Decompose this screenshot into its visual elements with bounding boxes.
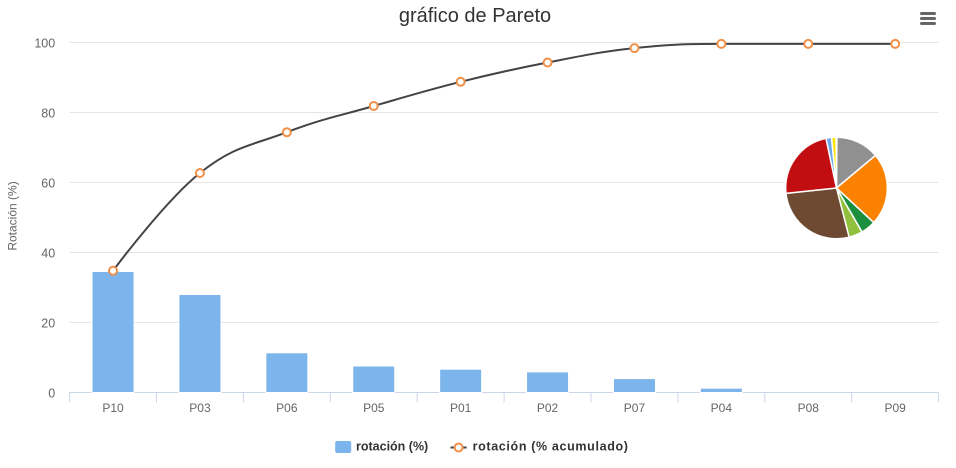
svg-text:P08: P08 <box>798 401 820 415</box>
svg-text:P02: P02 <box>537 401 559 415</box>
svg-text:P05: P05 <box>363 401 385 415</box>
svg-text:P07: P07 <box>624 401 646 415</box>
svg-text:rotación (% acumulado): rotación (% acumulado) <box>473 440 629 454</box>
svg-text:P04: P04 <box>711 401 733 415</box>
svg-text:rotación (%): rotación (%) <box>356 440 428 454</box>
svg-text:gráfico de Pareto: gráfico de Pareto <box>399 5 551 27</box>
svg-text:P01: P01 <box>450 401 472 415</box>
svg-text:Rotación (%): Rotación (%) <box>6 181 20 250</box>
svg-text:40: 40 <box>41 247 55 261</box>
svg-text:80: 80 <box>41 107 55 121</box>
svg-text:100: 100 <box>34 37 55 51</box>
svg-text:P10: P10 <box>102 401 124 415</box>
svg-text:60: 60 <box>41 177 55 191</box>
svg-text:20: 20 <box>41 317 55 331</box>
svg-text:P06: P06 <box>276 401 298 415</box>
svg-text:0: 0 <box>48 387 55 401</box>
svg-text:P03: P03 <box>189 401 211 415</box>
svg-text:P09: P09 <box>884 401 906 415</box>
